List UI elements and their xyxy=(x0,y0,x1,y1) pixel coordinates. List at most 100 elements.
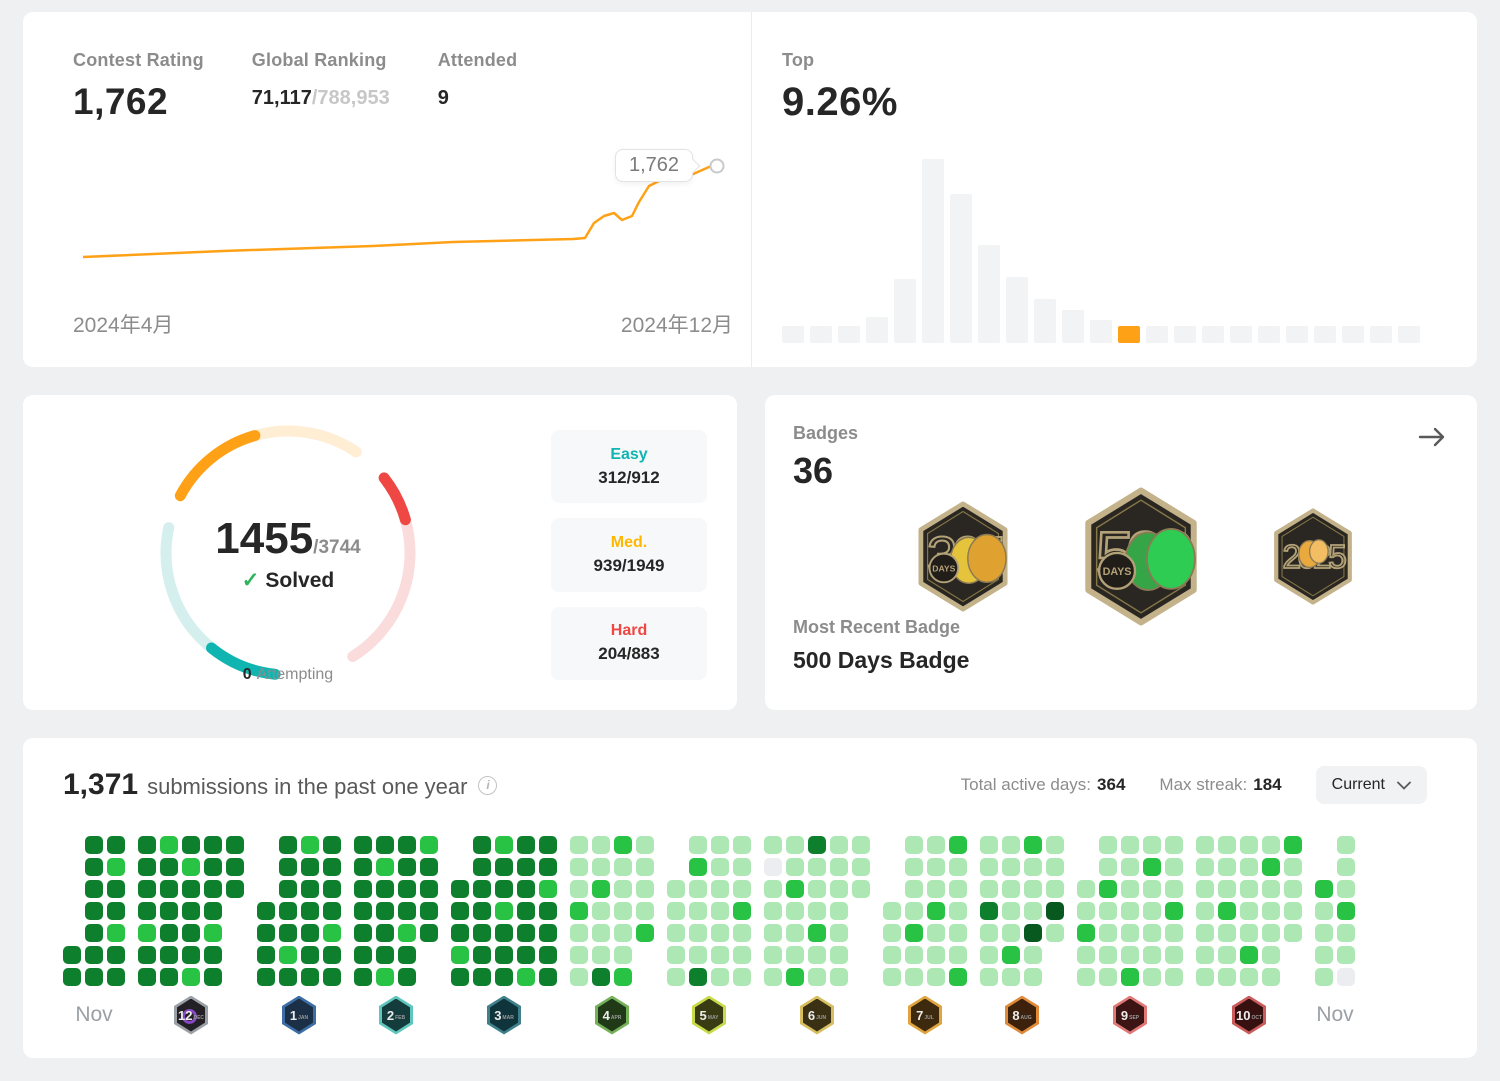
heatmap-cell[interactable] xyxy=(539,902,557,920)
heatmap-cell[interactable] xyxy=(1315,924,1333,942)
heatmap-cell[interactable] xyxy=(85,968,103,986)
month-badge-dec[interactable]: 12 DEC xyxy=(174,995,208,1035)
heatmap-cell[interactable] xyxy=(980,836,998,854)
heatmap-cell[interactable] xyxy=(85,946,103,964)
heatmap-cell[interactable] xyxy=(279,924,297,942)
month-badge-feb[interactable]: 2 FEB xyxy=(379,995,413,1035)
heatmap-cell[interactable] xyxy=(808,858,826,876)
hard-solved-box[interactable]: Hard 204/883 xyxy=(551,606,707,680)
heatmap-cell[interactable] xyxy=(711,880,729,898)
heatmap-cell[interactable] xyxy=(570,946,588,964)
month-badge-apr[interactable]: 4 APR xyxy=(595,995,629,1035)
heatmap-cell[interactable] xyxy=(614,880,632,898)
heatmap-cell[interactable] xyxy=(733,836,751,854)
heatmap-cell[interactable] xyxy=(980,924,998,942)
heatmap-cell[interactable] xyxy=(323,836,341,854)
heatmap-cell[interactable] xyxy=(354,924,372,942)
heatmap-cell[interactable] xyxy=(517,858,535,876)
heatmap-cell[interactable] xyxy=(323,968,341,986)
heatmap-cell[interactable] xyxy=(1218,858,1236,876)
heatmap-cell[interactable] xyxy=(764,924,782,942)
heatmap-cell[interactable] xyxy=(420,924,438,942)
heatmap-cell[interactable] xyxy=(323,880,341,898)
heatmap-cell[interactable] xyxy=(138,858,156,876)
heatmap-cell[interactable] xyxy=(733,902,751,920)
histogram-bar[interactable] xyxy=(810,326,832,343)
heatmap-cell[interactable] xyxy=(182,836,200,854)
heatmap-cell[interactable] xyxy=(1337,968,1355,986)
heatmap-cell[interactable] xyxy=(517,836,535,854)
histogram-bar[interactable] xyxy=(1034,299,1056,343)
month-badge-mar[interactable]: 3 MAR xyxy=(487,995,521,1035)
heatmap-cell[interactable] xyxy=(1196,924,1214,942)
histogram-bar[interactable] xyxy=(950,194,972,343)
heatmap-cell[interactable] xyxy=(883,924,901,942)
heatmap-cell[interactable] xyxy=(354,880,372,898)
heatmap-cell[interactable] xyxy=(592,836,610,854)
heatmap-cell[interactable] xyxy=(1218,968,1236,986)
heatmap-cell[interactable] xyxy=(1315,880,1333,898)
heatmap-cell[interactable] xyxy=(1143,880,1161,898)
heatmap-cell[interactable] xyxy=(636,924,654,942)
heatmap-cell[interactable] xyxy=(495,924,513,942)
heatmap-cell[interactable] xyxy=(376,858,394,876)
heatmap-cell[interactable] xyxy=(539,836,557,854)
heatmap-cell[interactable] xyxy=(1002,946,1020,964)
heatmap-cell[interactable] xyxy=(473,946,491,964)
heatmap-cell[interactable] xyxy=(204,968,222,986)
histogram-bar[interactable] xyxy=(866,317,888,343)
heatmap-cell[interactable] xyxy=(1024,858,1042,876)
heatmap-cell[interactable] xyxy=(733,858,751,876)
heatmap-cell[interactable] xyxy=(1240,968,1258,986)
heatmap-cell[interactable] xyxy=(107,946,125,964)
heatmap-cell[interactable] xyxy=(1099,968,1117,986)
heatmap-cell[interactable] xyxy=(204,880,222,898)
histogram-bar[interactable] xyxy=(838,326,860,343)
heatmap-cell[interactable] xyxy=(1099,880,1117,898)
heatmap-cell[interactable] xyxy=(85,902,103,920)
heatmap-cell[interactable] xyxy=(980,902,998,920)
heatmap-cell[interactable] xyxy=(1218,946,1236,964)
heatmap-cell[interactable] xyxy=(905,858,923,876)
heatmap-cell[interactable] xyxy=(1315,968,1333,986)
heatmap-cell[interactable] xyxy=(949,858,967,876)
heatmap-cell[interactable] xyxy=(226,858,244,876)
heatmap-cell[interactable] xyxy=(1099,924,1117,942)
heatmap-cell[interactable] xyxy=(830,902,848,920)
heatmap-cell[interactable] xyxy=(1002,858,1020,876)
heatmap-cell[interactable] xyxy=(376,836,394,854)
heatmap-cell[interactable] xyxy=(279,946,297,964)
heatmap-cell[interactable] xyxy=(1024,946,1042,964)
heatmap-cell[interactable] xyxy=(570,858,588,876)
heatmap-cell[interactable] xyxy=(517,880,535,898)
heatmap-cell[interactable] xyxy=(689,924,707,942)
heatmap-cell[interactable] xyxy=(1165,924,1183,942)
heatmap-cell[interactable] xyxy=(323,946,341,964)
heatmap-cell[interactable] xyxy=(1165,880,1183,898)
heatmap-cell[interactable] xyxy=(495,946,513,964)
heatmap-cell[interactable] xyxy=(279,858,297,876)
heatmap-cell[interactable] xyxy=(160,902,178,920)
heatmap-cell[interactable] xyxy=(107,836,125,854)
heatmap-cell[interactable] xyxy=(949,946,967,964)
heatmap-cell[interactable] xyxy=(473,858,491,876)
heatmap-cell[interactable] xyxy=(711,968,729,986)
heatmap-cell[interactable] xyxy=(1337,858,1355,876)
heatmap-cell[interactable] xyxy=(160,880,178,898)
heatmap-cell[interactable] xyxy=(257,968,275,986)
heatmap-cell[interactable] xyxy=(138,924,156,942)
heatmap-cell[interactable] xyxy=(182,946,200,964)
heatmap-cell[interactable] xyxy=(1284,924,1302,942)
heatmap-cell[interactable] xyxy=(786,902,804,920)
heatmap-cell[interactable] xyxy=(1337,924,1355,942)
heatmap-cell[interactable] xyxy=(1165,946,1183,964)
heatmap-cell[interactable] xyxy=(808,836,826,854)
heatmap-cell[interactable] xyxy=(398,924,416,942)
heatmap-cell[interactable] xyxy=(301,968,319,986)
heatmap-cell[interactable] xyxy=(1024,924,1042,942)
heatmap-cell[interactable] xyxy=(539,968,557,986)
heatmap-cell[interactable] xyxy=(204,902,222,920)
heatmap-cell[interactable] xyxy=(539,880,557,898)
heatmap-cell[interactable] xyxy=(1002,836,1020,854)
heatmap-cell[interactable] xyxy=(614,924,632,942)
